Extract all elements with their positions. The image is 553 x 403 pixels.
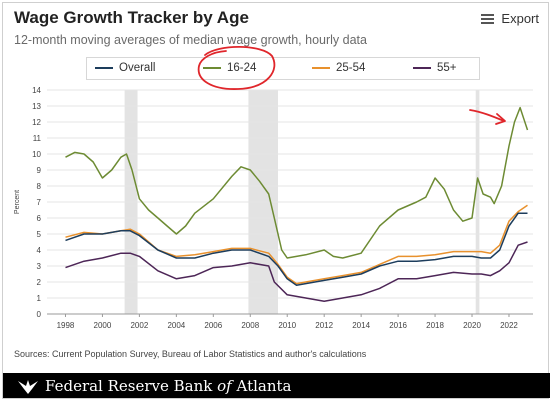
x-tick-label: 2008 <box>241 321 259 330</box>
legend-swatch-overall <box>95 67 113 69</box>
series-line-16-24 <box>65 106 529 259</box>
footer-brand-pre: Federal Reserve Bank <box>45 376 218 395</box>
legend-item-16-24[interactable]: 16-24 <box>203 62 256 74</box>
y-tick-label: 5 <box>37 230 42 239</box>
x-tick-label: 2000 <box>94 321 112 330</box>
red-arrowhead-annotation <box>495 113 506 125</box>
series-line-overall <box>65 212 528 286</box>
y-tick-label: 8 <box>37 182 42 191</box>
x-tick-label: 2020 <box>463 321 481 330</box>
y-tick-label: 12 <box>32 118 41 127</box>
red-circle-annotation <box>197 46 276 90</box>
footer-brand: Federal Reserve Bank of Atlanta <box>45 377 292 395</box>
export-label: Export <box>501 11 539 26</box>
y-tick-label: 3 <box>37 262 42 271</box>
red-arrow-annotation <box>469 109 505 122</box>
source-note: Sources: Current Population Survey, Bure… <box>14 349 367 359</box>
x-tick-label: 2012 <box>315 321 333 330</box>
footer-bar: Federal Reserve Bank of Atlanta <box>3 373 550 398</box>
chart-card <box>2 2 549 399</box>
x-tick-label: 1998 <box>57 321 75 330</box>
chart-title: Wage Growth Tracker by Age <box>14 8 249 27</box>
x-tick-label: 2018 <box>426 321 444 330</box>
legend-label-55-plus: 55+ <box>437 62 457 74</box>
y-tick-label: 6 <box>37 214 42 223</box>
y-tick-label: 13 <box>32 102 41 111</box>
export-button[interactable]: Export <box>481 11 539 26</box>
y-tick-label: 0 <box>37 310 42 319</box>
x-tick-label: 2010 <box>278 321 296 330</box>
y-axis-title: Percent <box>14 190 21 214</box>
y-tick-label: 9 <box>37 166 42 175</box>
legend-swatch-25-54 <box>312 67 330 69</box>
footer-brand-post: Atlanta <box>231 376 292 395</box>
x-tick-label: 2016 <box>389 321 407 330</box>
legend-label-16-24: 16-24 <box>227 62 257 74</box>
y-tick-label: 4 <box>37 246 42 255</box>
y-tick-label: 7 <box>37 198 42 207</box>
y-tick-label: 10 <box>32 150 41 159</box>
y-tick-label: 11 <box>33 134 42 143</box>
legend-swatch-55-plus <box>413 67 431 69</box>
legend-label-25-54: 25-54 <box>336 62 366 74</box>
x-tick-label: 2002 <box>130 321 148 330</box>
y-tick-label: 1 <box>37 294 42 303</box>
x-tick-label: 2006 <box>204 321 222 330</box>
legend-item-overall[interactable]: Overall <box>95 62 155 74</box>
chart-legend: Overall 16-24 25-54 55+ <box>86 57 480 80</box>
legend-label-overall: Overall <box>119 62 156 74</box>
series-line-25-54 <box>65 204 528 285</box>
x-tick-label: 2022 <box>500 321 518 330</box>
legend-item-25-54[interactable]: 25-54 <box>312 62 365 74</box>
menu-icon <box>481 13 495 24</box>
footer-brand-of: of <box>217 376 232 395</box>
eagle-logo-icon <box>18 379 38 394</box>
legend-item-55-plus[interactable]: 55+ <box>413 62 457 74</box>
series-line-55-plus <box>65 241 528 302</box>
y-tick-label: 2 <box>37 278 42 287</box>
x-tick-label: 2004 <box>167 321 185 330</box>
legend-swatch-16-24 <box>203 67 221 69</box>
x-tick-label: 2014 <box>352 321 370 330</box>
y-tick-label: 14 <box>32 86 41 95</box>
chart-subtitle: 12-month moving averages of median wage … <box>14 33 367 47</box>
